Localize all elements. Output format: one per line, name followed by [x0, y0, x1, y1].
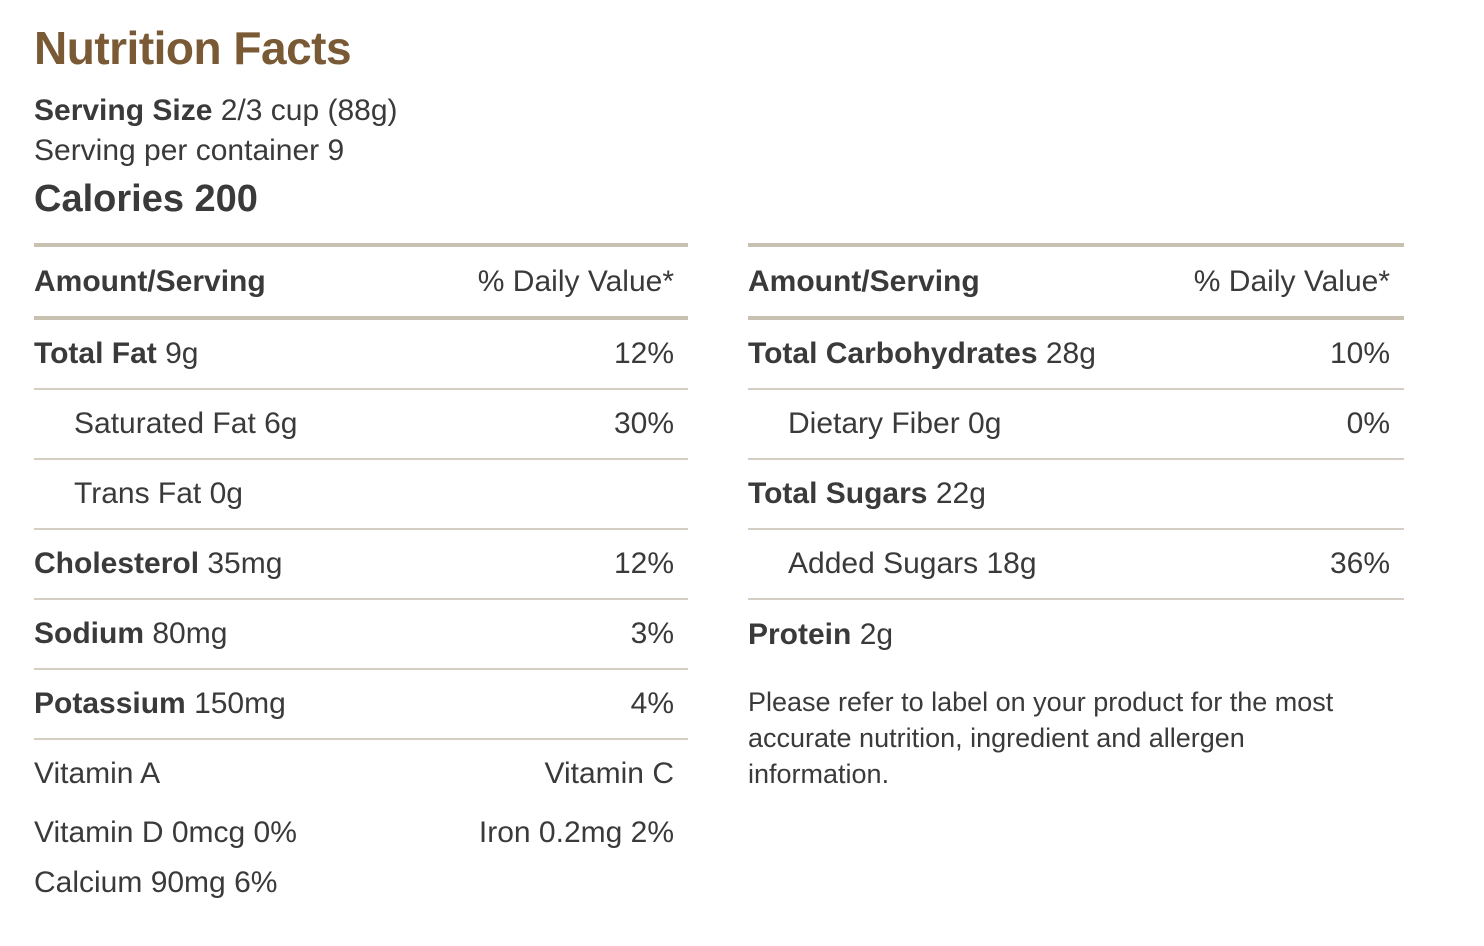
table-row-trans-fat: Trans Fat 0g: [34, 460, 688, 530]
nutrient-dv: 36%: [1329, 547, 1390, 580]
nutrient-name: Cholesterol 35mg: [34, 547, 283, 580]
page-title: Nutrition Facts: [34, 22, 352, 74]
vitamin-a: Vitamin A: [34, 757, 161, 790]
serving-size-value: 2/3 cup (88g): [220, 94, 398, 127]
nutrient-name: Protein 2g: [748, 618, 894, 651]
vitamin-c: Vitamin C: [544, 757, 675, 790]
disclaimer-note: Please refer to label on your product fo…: [748, 687, 1334, 789]
vitamins-section: Vitamin A Vitamin C Vitamin D 0mcg 0% Ir…: [34, 740, 688, 908]
table-row-total-carbohydrates: Total Carbohydrates 28g 10%: [748, 320, 1404, 390]
nutrient-dv: 0%: [1346, 407, 1390, 440]
table-row-protein: Protein 2g: [748, 600, 1404, 670]
vitamin-row: Vitamin D 0mcg 0% Iron 0.2mg 2%: [34, 808, 688, 858]
vitamin-d: Vitamin D 0mcg 0%: [34, 816, 297, 849]
nutrient-dv: 12%: [613, 547, 674, 580]
calories: Calories 200: [34, 178, 258, 220]
vitamin-row: Vitamin A Vitamin C: [34, 740, 688, 808]
nutrient-name: Potassium 150mg: [34, 687, 286, 720]
serving-size-label: Serving Size: [34, 94, 213, 127]
nutrient-name: Total Sugars 22g: [748, 477, 986, 510]
nutrient-name: Total Fat 9g: [34, 337, 199, 370]
table-row-total-sugars: Total Sugars 22g: [748, 460, 1404, 530]
table-row-potassium: Potassium 150mg 4%: [34, 670, 688, 740]
daily-value-header: % Daily Value*: [1193, 264, 1390, 298]
nutrient-name: Sodium 80mg: [34, 617, 228, 650]
table-row-total-fat: Total Fat 9g 12%: [34, 320, 688, 390]
nutrient-dv: 10%: [1329, 337, 1390, 370]
nutrients-right-column: Amount/Serving % Daily Value* Total Carb…: [748, 243, 1404, 792]
table-header: Amount/Serving % Daily Value*: [748, 243, 1404, 320]
table-row-cholesterol: Cholesterol 35mg 12%: [34, 530, 688, 600]
nutrients-left-column: Amount/Serving % Daily Value* Total Fat …: [34, 243, 688, 908]
serving-size: Serving Size 2/3 cup (88g): [34, 92, 398, 130]
table-row-sodium: Sodium 80mg 3%: [34, 600, 688, 670]
nutrient-name: Dietary Fiber 0g: [788, 407, 1002, 440]
amount-serving-header: Amount/Serving: [34, 264, 266, 298]
daily-value-header: % Daily Value*: [477, 264, 674, 298]
vitamin-row: Calcium 90mg 6%: [34, 858, 688, 908]
iron: Iron 0.2mg 2%: [478, 816, 674, 849]
nutrient-name: Trans Fat 0g: [74, 477, 243, 510]
nutrient-name: Total Carbohydrates 28g: [748, 337, 1096, 370]
calcium: Calcium 90mg 6%: [34, 866, 278, 899]
nutrient-dv: 30%: [613, 407, 674, 440]
table-row-added-sugars: Added Sugars 18g 36%: [748, 530, 1404, 600]
servings-per-container: Serving per container 9: [34, 134, 345, 167]
nutrient-dv: 4%: [630, 687, 674, 720]
table-row-dietary-fiber: Dietary Fiber 0g 0%: [748, 390, 1404, 460]
nutrient-name: Saturated Fat 6g: [74, 407, 298, 440]
nutrient-name: Added Sugars 18g: [788, 547, 1037, 580]
table-header: Amount/Serving % Daily Value*: [34, 243, 688, 320]
table-row-saturated-fat: Saturated Fat 6g 30%: [34, 390, 688, 460]
amount-serving-header: Amount/Serving: [748, 264, 980, 298]
nutrient-dv: 3%: [630, 617, 674, 650]
nutrient-dv: 12%: [613, 337, 674, 370]
